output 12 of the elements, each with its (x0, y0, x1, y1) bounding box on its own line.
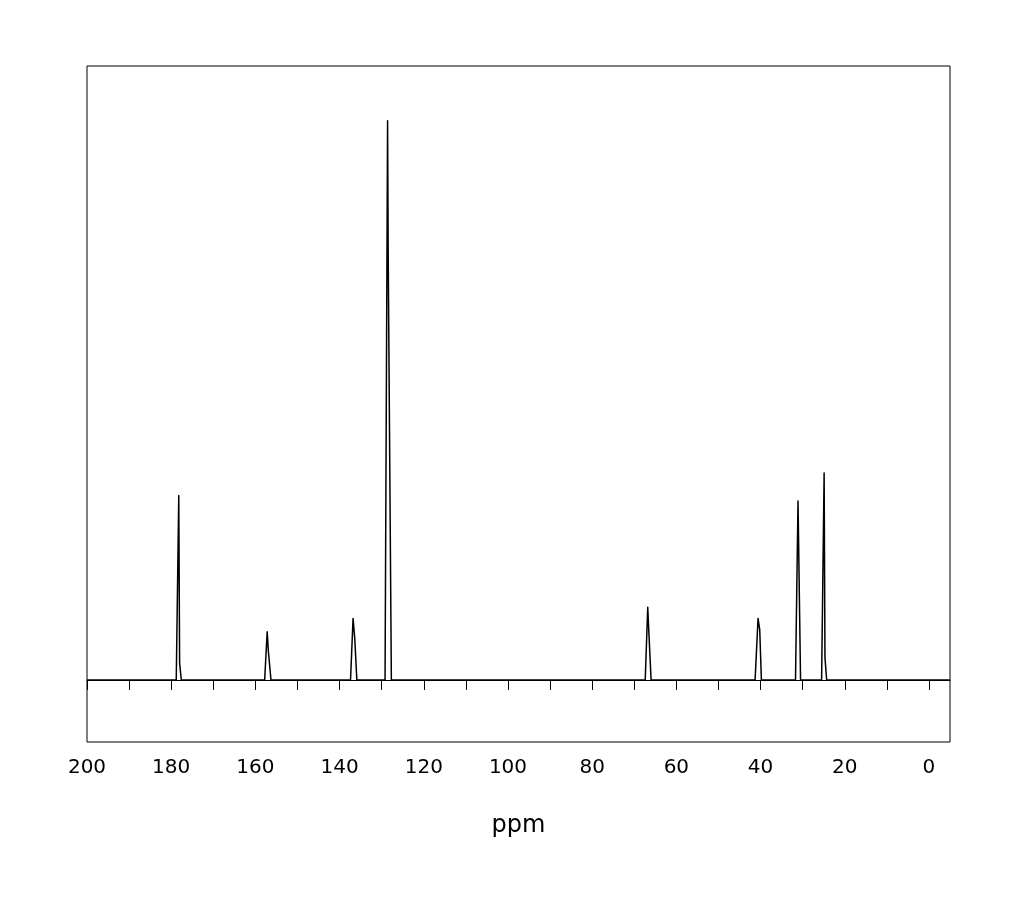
x-tick-label: 60 (663, 754, 690, 778)
x-tick-label: 20 (832, 754, 858, 778)
x-axis-title: ppm (491, 810, 546, 838)
x-tick-label: 40 (747, 754, 774, 778)
x-tick-label: 160 (236, 754, 275, 778)
x-tick-label: 100 (488, 754, 528, 778)
x-tick-label: 180 (152, 754, 191, 778)
x-tick-label: 200 (67, 754, 107, 778)
x-tick-label: 120 (404, 754, 443, 778)
x-tick-label: 80 (579, 754, 605, 778)
x-tick-label: 0 (922, 754, 936, 778)
x-tick-label: 140 (320, 754, 359, 778)
